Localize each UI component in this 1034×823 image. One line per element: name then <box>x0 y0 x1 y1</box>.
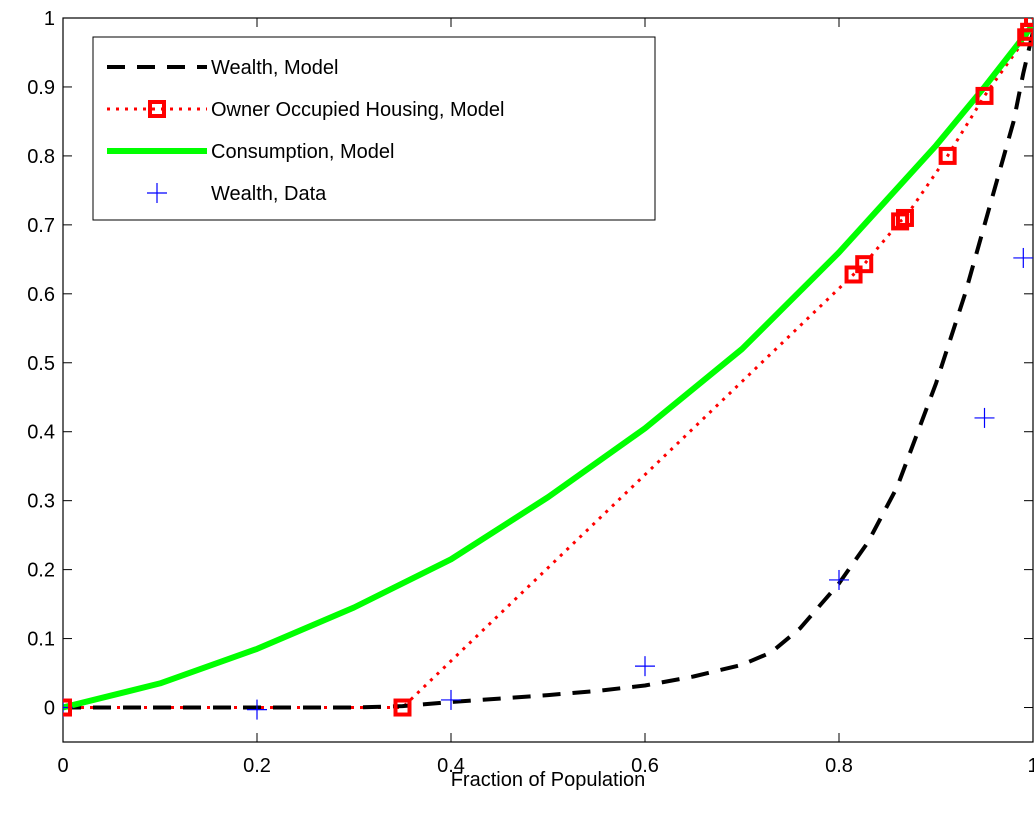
series-line-consumption-model <box>63 23 1033 711</box>
y-tick-label: 0.2 <box>27 560 55 582</box>
x-tick-label: 0 <box>57 755 68 777</box>
data-point-wealth-data <box>247 699 267 720</box>
y-tick-label: 0.5 <box>27 353 55 375</box>
y-tick-label: 0.1 <box>27 629 55 651</box>
x-tick-label: 0.6 <box>631 755 659 777</box>
legend-marker-owner-occupied-housing-model <box>148 100 166 118</box>
x-tick-label: 0.8 <box>825 755 853 777</box>
data-point-owner-occupied-housing-model <box>891 212 910 231</box>
y-tick-label: 0.6 <box>27 284 55 306</box>
y-tick-label: 0.4 <box>27 422 55 444</box>
x-tick-label: 0.4 <box>437 755 465 777</box>
y-tick-label: 0.8 <box>27 146 55 168</box>
data-point-owner-occupied-housing-model <box>938 146 957 165</box>
x-tick-label: 0.2 <box>243 755 271 777</box>
x-axis: 0 0.2 0.4 0.6 0.8 1 <box>57 18 1034 777</box>
legend-marker-wealth-data <box>147 183 167 203</box>
x-tick-label: 1 <box>1027 755 1034 777</box>
data-point-wealth-data <box>635 656 655 677</box>
data-point-owner-occupied-housing-model <box>844 265 863 284</box>
y-axis: 0 0.1 0.2 0.3 0.4 0.5 0.6 0.7 0.8 0.9 1 <box>27 8 1033 720</box>
legend: Wealth, Model Owner Occupied Housing, Mod… <box>92 36 656 221</box>
data-point-owner-occupied-housing-model <box>393 698 412 717</box>
data-point-owner-occupied-housing-model <box>975 86 994 105</box>
data-point-owner-occupied-housing-model <box>1017 28 1033 47</box>
data-point-wealth-data <box>1013 247 1033 268</box>
x-axis-label: Fraction of Population <box>451 769 646 791</box>
y-tick-label: 0 <box>44 698 55 720</box>
legend-label-wealth-model: Wealth, Model <box>211 57 338 79</box>
legend-box <box>92 36 656 221</box>
y-tick-label: 0.7 <box>27 215 55 237</box>
legend-label-owner-occupied-housing-model: Owner Occupied Housing, Model <box>211 99 504 121</box>
data-point-owner-occupied-housing-model <box>895 208 914 227</box>
y-tick-label: 1 <box>44 8 55 30</box>
y-tick-label: 0.3 <box>27 491 55 513</box>
data-point-wealth-data <box>441 689 461 710</box>
data-point-owner-occupied-housing-model <box>855 255 874 274</box>
data-point-wealth-data <box>974 407 995 428</box>
series-layer <box>63 18 1033 720</box>
data-point-owner-occupied-housing-model <box>63 698 72 717</box>
data-point-wealth-data <box>829 569 849 590</box>
y-tick-label: 0.9 <box>27 77 55 99</box>
legend-label-consumption-model: Consumption, Model <box>211 141 394 163</box>
legend-label-wealth-data: Wealth, Data <box>211 183 327 205</box>
